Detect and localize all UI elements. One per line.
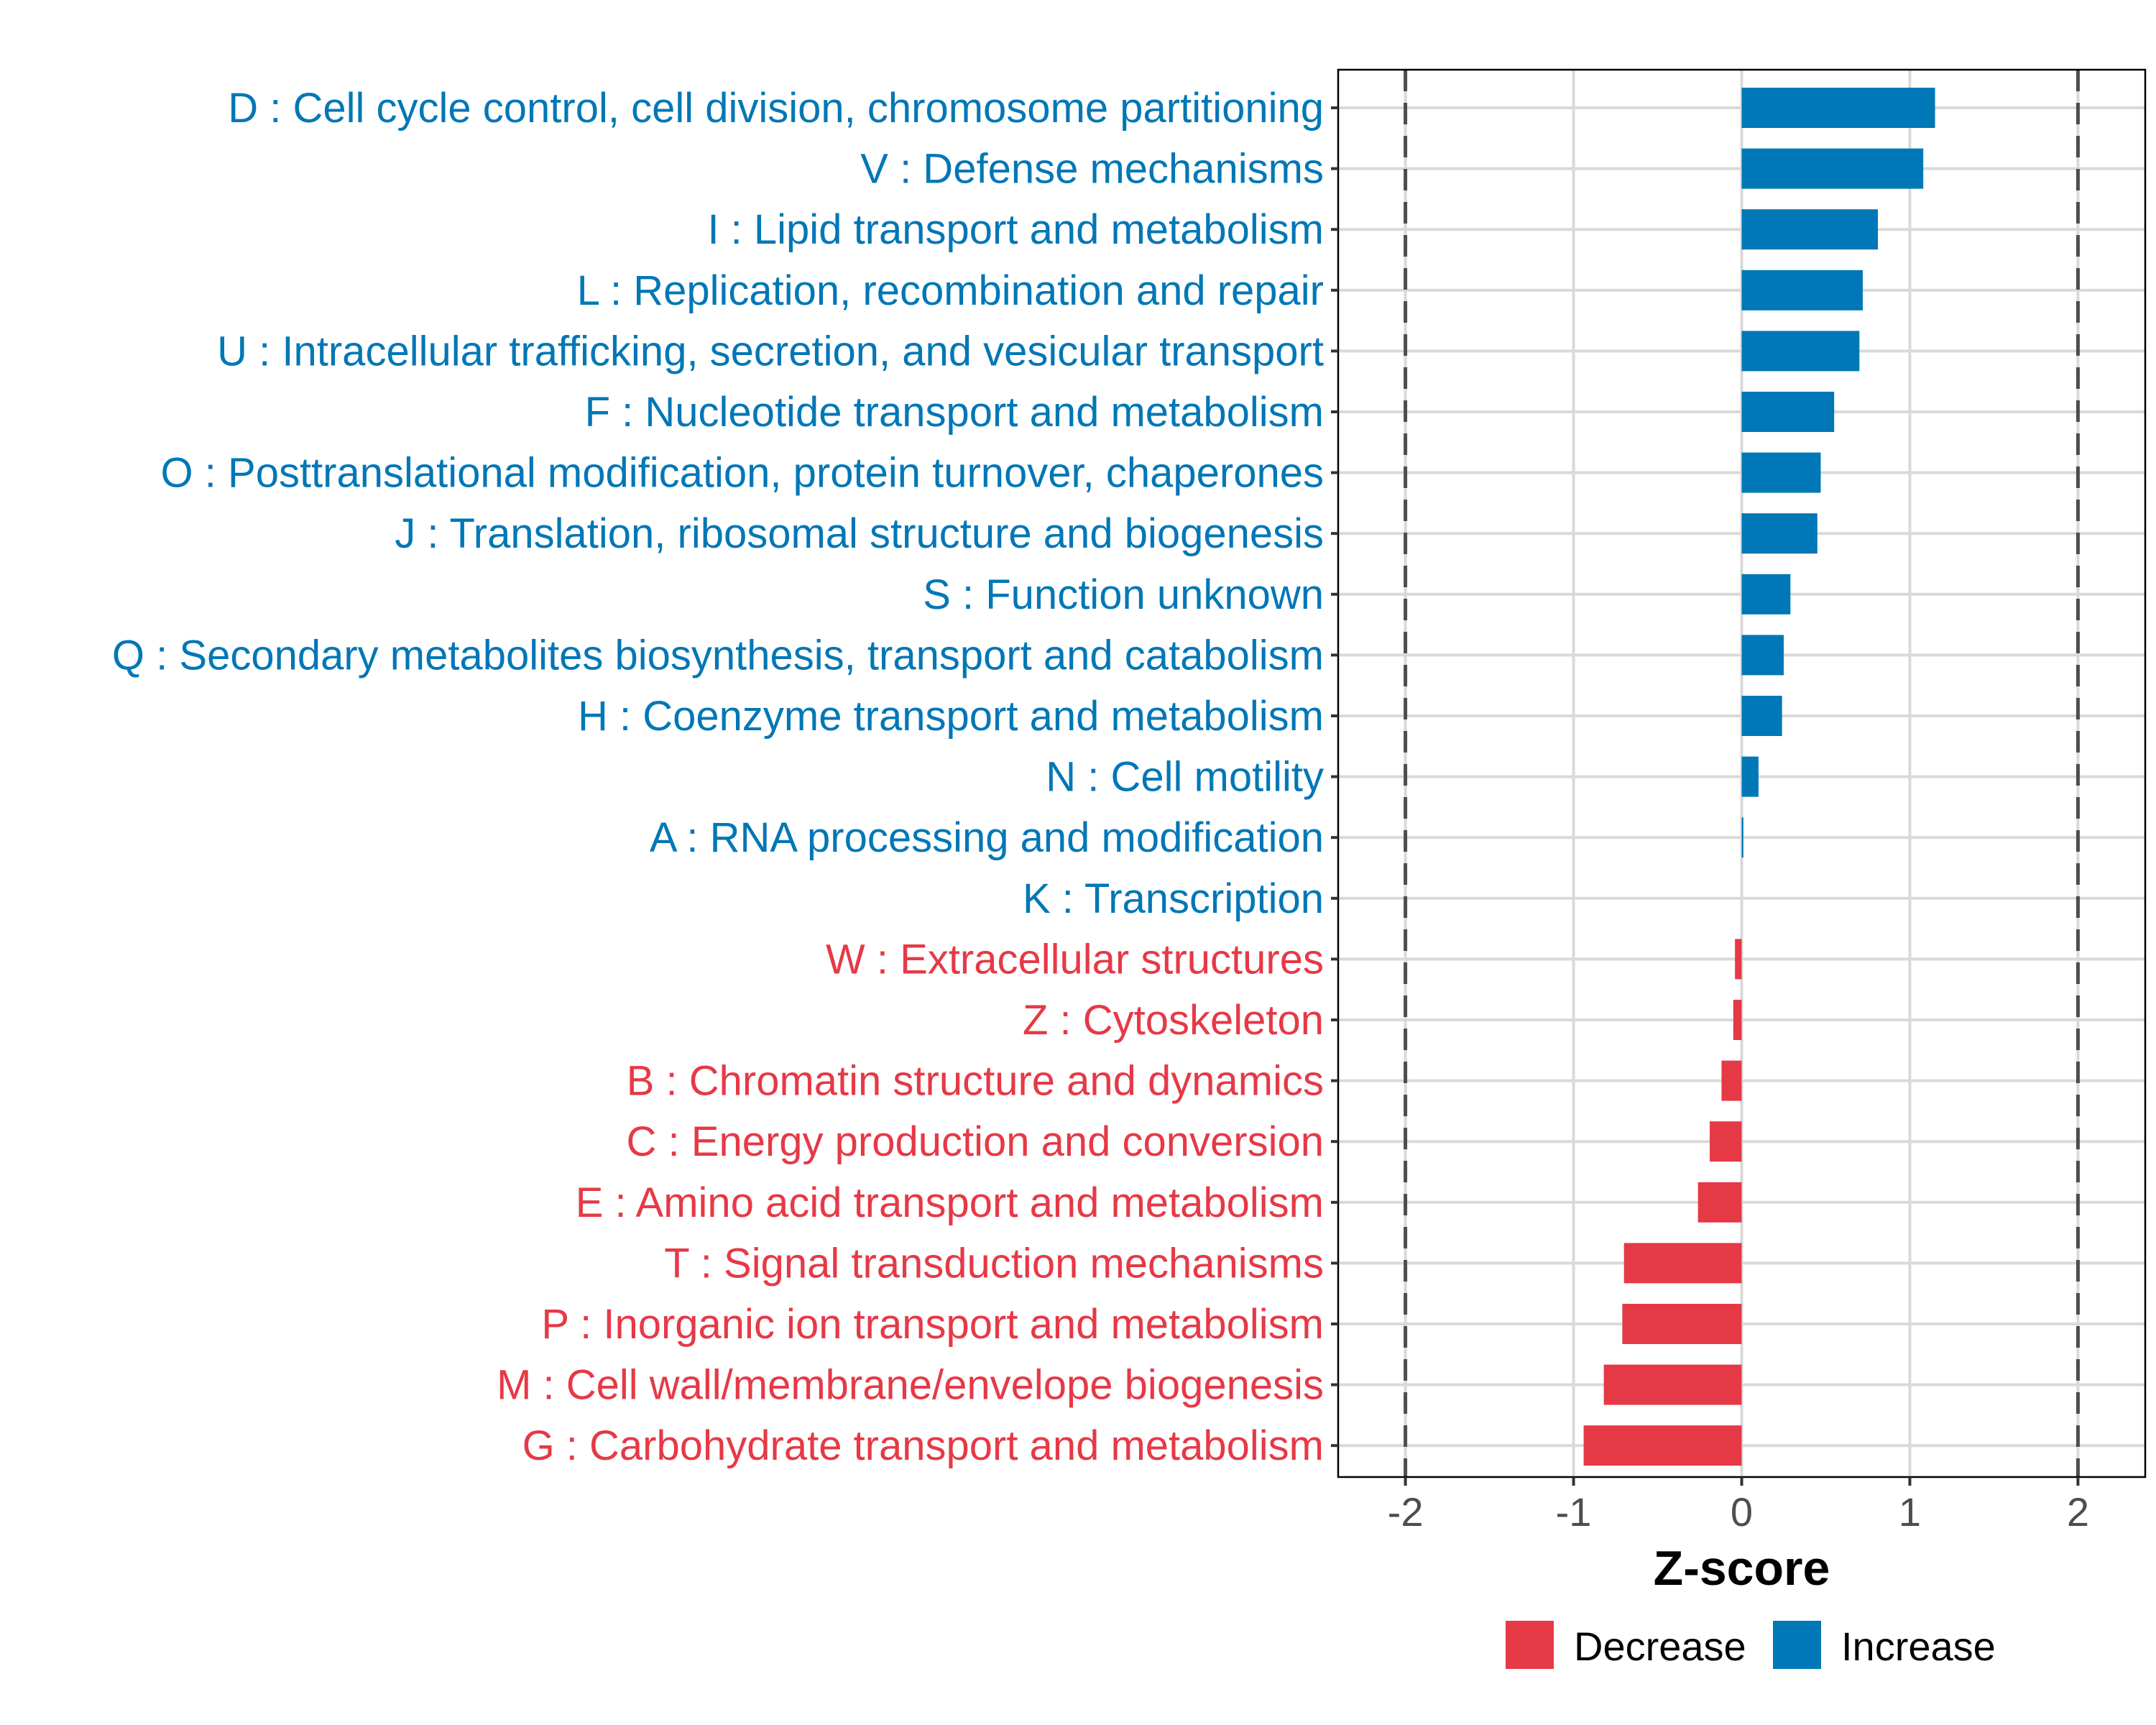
bar [1741,452,1821,493]
bar [1741,696,1782,736]
bar [1741,209,1879,250]
x-axis-title: Z-score [1654,1541,1830,1596]
bar [1741,392,1835,432]
category-label: D : Cell cycle control, cell division, c… [228,85,1324,132]
category-label: T : Signal transduction mechanisms [664,1240,1324,1287]
bar [1741,635,1784,676]
legend-swatch-increase [1773,1621,1821,1669]
bar [1741,513,1818,554]
legend: Decrease Increase [1506,1621,1996,1669]
bar [1741,331,1860,372]
category-label: Q : Secondary metabolites biosynthesis, … [112,632,1324,678]
bar [1741,88,1935,128]
bar [1741,148,1924,189]
bar [1603,1364,1742,1405]
category-label: W : Extracellular structures [826,936,1324,983]
bar [1735,939,1742,980]
bar [1741,756,1759,797]
x-tick-label: -1 [1556,1489,1592,1535]
y-axis-labels: D : Cell cycle control, cell division, c… [112,85,1324,1469]
bar [1741,817,1743,858]
bars [1583,88,1935,1466]
x-axis-ticks: -2 -1 0 1 2 [1388,1477,2089,1535]
x-tick-label: 0 [1731,1489,1753,1535]
category-label: P : Inorganic ion transport and metaboli… [541,1301,1324,1348]
category-label: L : Replication, recombination and repai… [577,267,1324,314]
legend-swatch-decrease [1506,1621,1554,1669]
category-label: V : Defense mechanisms [860,146,1324,193]
y-axis-ticks [1331,106,1338,1448]
category-label: J : Translation, ribosomal structure and… [395,510,1324,557]
legend-label-increase: Increase [1841,1624,1996,1669]
bar [1733,1000,1742,1040]
category-label: G : Carbohydrate transport and metabolis… [522,1422,1324,1469]
bar [1741,270,1863,310]
category-label: C : Energy production and conversion [627,1118,1324,1165]
category-label: M : Cell wall/membrane/envelope biogenes… [497,1362,1324,1409]
category-label: F : Nucleotide transport and metabolism [585,389,1324,436]
legend-label-decrease: Decrease [1574,1624,1746,1669]
bar [1697,1182,1742,1223]
x-tick-label: -2 [1388,1489,1424,1535]
category-label: I : Lipid transport and metabolism [707,206,1324,253]
category-label: E : Amino acid transport and metabolism [576,1179,1324,1226]
x-tick-label: 2 [2067,1489,2089,1535]
reference-lines [1404,70,2080,1477]
category-label: B : Chromatin structure and dynamics [627,1058,1324,1105]
bar [1622,1304,1742,1344]
bar [1721,1060,1742,1101]
bar [1583,1425,1742,1466]
bar [1710,1121,1742,1162]
category-label: H : Coenzyme transport and metabolism [578,693,1324,740]
category-label: Z : Cytoskeleton [1023,997,1324,1044]
category-label: A : RNA processing and modification [650,814,1324,861]
bar [1623,1243,1742,1284]
category-label: U : Intracellular trafficking, secretion… [217,328,1324,374]
category-label: S : Function unknown [923,571,1324,618]
category-label: N : Cell motility [1046,754,1324,801]
bar [1741,574,1791,615]
category-label: K : Transcription [1023,875,1324,922]
x-tick-label: 1 [1899,1489,1921,1535]
category-label: O : Posttranslational modification, prot… [161,450,1324,497]
